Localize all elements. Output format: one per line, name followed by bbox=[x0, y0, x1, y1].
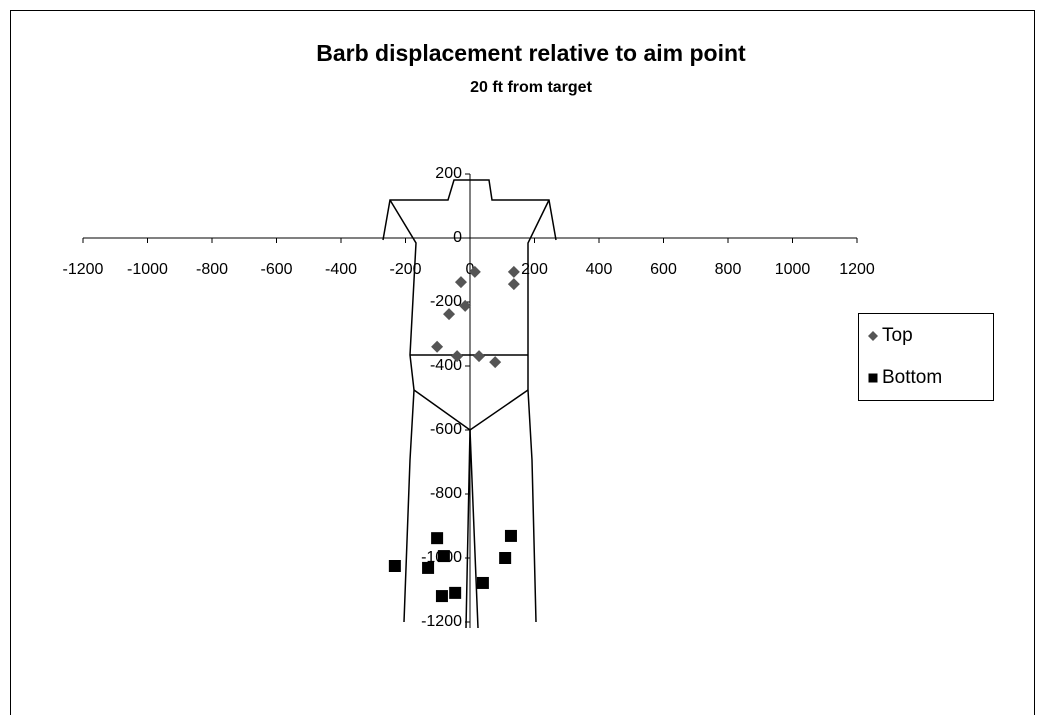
right-side bbox=[527, 199, 550, 623]
x-tick-label: 400 bbox=[586, 261, 613, 278]
inner-leg bbox=[469, 429, 479, 629]
chart-subtitle: 20 ft from target bbox=[470, 79, 592, 96]
point bbox=[468, 265, 481, 278]
x-tick-label: 1200 bbox=[839, 261, 875, 278]
legend-marker bbox=[868, 373, 878, 383]
x-tick-label: 0 bbox=[466, 261, 475, 278]
y-tick-label: -1200 bbox=[421, 613, 462, 630]
chart-title: Barb displacement relative to aim point bbox=[316, 40, 746, 66]
point bbox=[388, 560, 401, 572]
x-tick-label: 1000 bbox=[775, 261, 811, 278]
point bbox=[449, 586, 462, 599]
y-tick-label: 0 bbox=[453, 229, 462, 246]
point bbox=[476, 576, 489, 589]
point bbox=[489, 356, 502, 369]
point bbox=[437, 550, 450, 563]
point bbox=[459, 299, 472, 312]
point bbox=[435, 590, 448, 603]
x-tick-label: -1000 bbox=[127, 261, 168, 278]
point bbox=[504, 529, 517, 542]
x-tick-label: -600 bbox=[260, 261, 292, 278]
y-tick-label: -200 bbox=[430, 293, 462, 310]
x-tick-label: 800 bbox=[715, 261, 742, 278]
legend-label: Bottom bbox=[882, 367, 942, 388]
point bbox=[431, 340, 444, 353]
shoulders bbox=[382, 179, 557, 241]
inner-leg bbox=[465, 429, 471, 629]
x-tick-label: -800 bbox=[196, 261, 228, 278]
x-tick-label: -200 bbox=[389, 261, 421, 278]
y-tick-label: 200 bbox=[435, 165, 462, 182]
point bbox=[454, 276, 467, 289]
point bbox=[507, 278, 520, 291]
point bbox=[422, 561, 435, 574]
point bbox=[473, 350, 486, 363]
left-side bbox=[389, 199, 417, 623]
y-tick-label: -600 bbox=[430, 421, 462, 438]
point bbox=[431, 532, 444, 545]
x-tick-label: -400 bbox=[325, 261, 357, 278]
y-tick-label: -800 bbox=[430, 485, 462, 502]
point bbox=[443, 308, 456, 321]
point bbox=[451, 350, 464, 363]
x-tick-label: -1200 bbox=[63, 261, 104, 278]
point bbox=[499, 552, 512, 564]
point bbox=[507, 265, 520, 278]
legend-marker bbox=[868, 331, 878, 341]
legend-label: Top bbox=[882, 325, 913, 346]
x-tick-label: 600 bbox=[650, 261, 677, 278]
legend bbox=[858, 313, 994, 401]
y-tick-label: -400 bbox=[430, 357, 462, 374]
x-tick-label: 200 bbox=[521, 261, 548, 278]
